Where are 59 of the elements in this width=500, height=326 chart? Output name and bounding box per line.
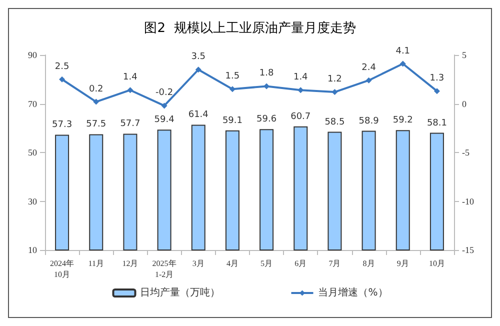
point — [434, 88, 440, 94]
x-tick-label: 11月 — [88, 259, 104, 268]
x-tick-label: 3月 — [192, 259, 204, 268]
point — [93, 98, 100, 105]
x-tick-label: 5月 — [260, 259, 273, 268]
point — [161, 102, 168, 109]
data-label: 1.3 — [430, 74, 444, 84]
point — [229, 86, 236, 92]
data-label: 61.4 — [188, 110, 209, 120]
y2-tick-label: 5 — [462, 50, 467, 60]
x-tick-label: 2025年 1-2月 — [152, 259, 176, 279]
y-tick-label: 70 — [28, 98, 38, 109]
x-tick-label: 8月 — [362, 259, 375, 268]
y-tick-label: 10 — [28, 245, 38, 255]
data-label: 58.1 — [426, 118, 447, 128]
x-tick-label: 9月 — [396, 259, 409, 268]
point — [195, 66, 202, 73]
data-label: 57.3 — [52, 120, 72, 130]
y-tick-label: 90 — [28, 50, 38, 60]
x-tick-label: 2024年 10月 — [50, 259, 74, 279]
data-label: 1.4 — [123, 72, 138, 83]
x-tick-label: 4月 — [226, 259, 238, 268]
data-label: 1.4 — [293, 72, 308, 83]
legend-label: 日均产量（万吨） — [140, 286, 220, 298]
y2-tick-label: -5 — [462, 148, 470, 158]
y2-tick-label: -15 — [462, 245, 474, 255]
x-tick-label: 10月 — [428, 259, 445, 268]
data-label: 1.5 — [225, 72, 240, 82]
x-tick-label: 12月 — [122, 259, 138, 268]
data-label: 1.8 — [259, 68, 274, 79]
data-label: 0.2 — [88, 84, 104, 94]
y2-tick-label: 0 — [462, 98, 467, 109]
x-tick-label: 6月 — [294, 259, 307, 268]
point — [332, 89, 338, 96]
data-label: 57.5 — [86, 120, 106, 130]
data-label: 58.9 — [358, 116, 380, 126]
x-tick-label: 7月 — [328, 259, 341, 268]
data-label: 58.5 — [324, 117, 345, 128]
data-label: 59.4 — [154, 115, 175, 126]
data-label: 59.2 — [392, 116, 413, 126]
legend-label: 当月增速（%） — [318, 286, 388, 298]
y2-tick-label: -10 — [462, 196, 474, 206]
data-label: 4.1 — [396, 46, 410, 56]
data-label: 1.2 — [328, 74, 342, 85]
y-tick-label: 50 — [28, 148, 38, 158]
data-label: 59.1 — [222, 116, 242, 126]
point — [400, 60, 406, 67]
data-label: 60.7 — [290, 112, 311, 122]
data-label: 3.5 — [191, 52, 206, 62]
data-label: 2.4 — [362, 62, 376, 73]
y-tick-label: 30 — [28, 196, 38, 206]
point — [127, 87, 134, 94]
point — [59, 76, 66, 82]
chart-title: 图2 规模以上工业原油产量月度走势 — [144, 20, 356, 36]
data-label: -0.2 — [156, 88, 174, 98]
data-label: 59.6 — [256, 114, 277, 125]
data-label: 57.7 — [120, 119, 140, 130]
point — [366, 77, 372, 84]
data-label: 2.5 — [54, 62, 70, 72]
